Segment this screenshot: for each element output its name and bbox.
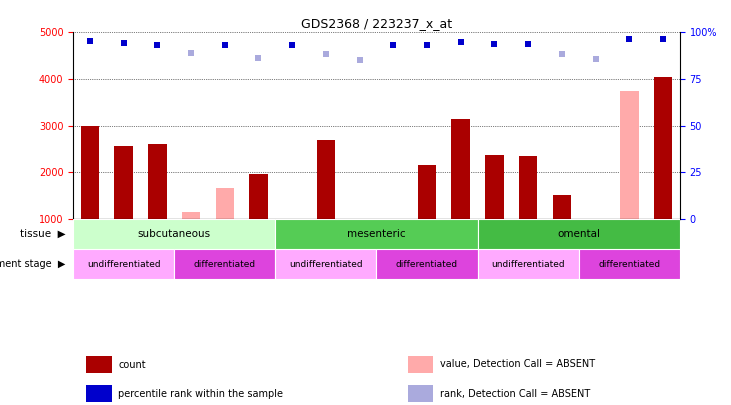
Bar bbox=[408, 385, 433, 402]
Bar bbox=[553, 195, 571, 219]
Bar bbox=[174, 249, 276, 279]
Point bbox=[657, 36, 669, 42]
Bar bbox=[80, 126, 99, 219]
Bar bbox=[477, 219, 680, 249]
Title: GDS2368 / 223237_x_at: GDS2368 / 223237_x_at bbox=[301, 17, 452, 30]
Point bbox=[287, 41, 298, 48]
Bar bbox=[148, 144, 167, 219]
Point bbox=[556, 51, 568, 57]
Text: differentiated: differentiated bbox=[598, 260, 660, 269]
Bar bbox=[417, 165, 436, 219]
Bar bbox=[216, 188, 234, 219]
Bar bbox=[86, 356, 112, 373]
Point bbox=[590, 56, 602, 62]
Point bbox=[118, 39, 129, 46]
Bar bbox=[376, 249, 477, 279]
Point bbox=[421, 42, 433, 48]
Bar bbox=[485, 155, 504, 219]
Point bbox=[488, 41, 500, 47]
Bar bbox=[620, 91, 639, 219]
Text: count: count bbox=[118, 360, 145, 369]
Point bbox=[84, 38, 96, 44]
Bar bbox=[73, 219, 276, 249]
Text: mesenteric: mesenteric bbox=[347, 229, 406, 239]
Point bbox=[522, 41, 534, 47]
Point bbox=[624, 36, 635, 42]
Bar bbox=[276, 219, 477, 249]
Bar bbox=[182, 212, 200, 219]
Text: tissue  ▶: tissue ▶ bbox=[20, 229, 66, 239]
Text: omental: omental bbox=[557, 229, 600, 239]
Text: percentile rank within the sample: percentile rank within the sample bbox=[118, 389, 283, 399]
Bar bbox=[519, 156, 537, 219]
Bar bbox=[73, 249, 174, 279]
Point bbox=[253, 55, 265, 62]
Bar bbox=[452, 119, 470, 219]
Point bbox=[455, 38, 466, 45]
Text: value, Detection Call = ABSENT: value, Detection Call = ABSENT bbox=[440, 360, 595, 369]
Text: subcutaneous: subcutaneous bbox=[137, 229, 211, 239]
Text: undifferentiated: undifferentiated bbox=[491, 260, 565, 269]
Bar bbox=[408, 356, 433, 373]
Text: development stage  ▶: development stage ▶ bbox=[0, 259, 66, 269]
Bar bbox=[276, 249, 376, 279]
Point bbox=[151, 41, 163, 48]
Bar bbox=[114, 146, 133, 219]
Point bbox=[354, 57, 366, 64]
Bar bbox=[86, 385, 112, 402]
Bar bbox=[579, 249, 680, 279]
Bar bbox=[477, 249, 579, 279]
Text: differentiated: differentiated bbox=[194, 260, 256, 269]
Text: undifferentiated: undifferentiated bbox=[289, 260, 363, 269]
Bar bbox=[317, 139, 336, 219]
Text: undifferentiated: undifferentiated bbox=[87, 260, 161, 269]
Bar bbox=[654, 77, 673, 219]
Bar bbox=[249, 175, 268, 219]
Point bbox=[219, 42, 230, 49]
Point bbox=[387, 42, 399, 49]
Text: differentiated: differentiated bbox=[396, 260, 458, 269]
Point bbox=[320, 51, 332, 58]
Text: rank, Detection Call = ABSENT: rank, Detection Call = ABSENT bbox=[440, 389, 590, 399]
Point bbox=[185, 50, 197, 56]
